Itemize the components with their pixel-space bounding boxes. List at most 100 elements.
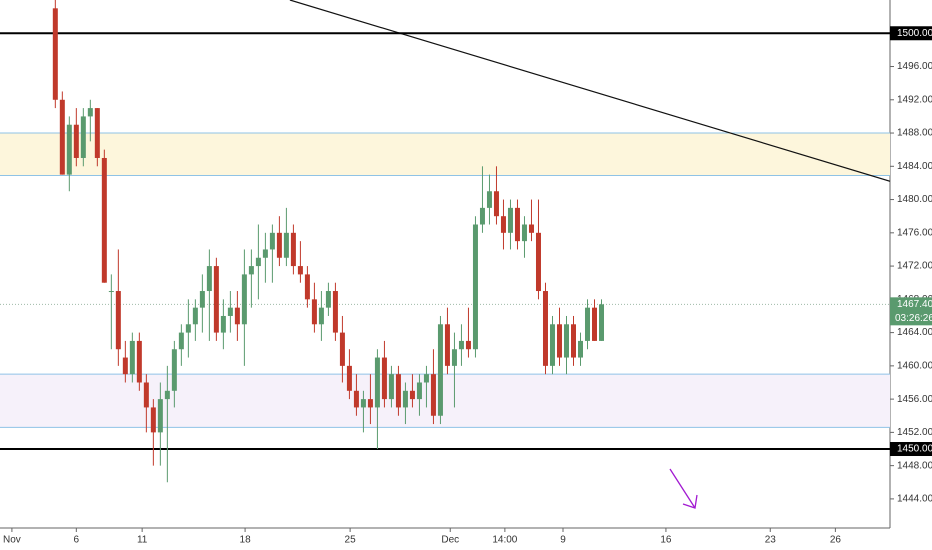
candle-body bbox=[143, 382, 149, 408]
candle-body bbox=[248, 266, 254, 275]
candle-body bbox=[409, 390, 415, 400]
y-tick-label: 1444.00 bbox=[897, 494, 932, 505]
candle-body bbox=[465, 340, 471, 350]
candle-body bbox=[241, 274, 247, 325]
candle-body bbox=[66, 124, 72, 175]
candle-body bbox=[381, 357, 387, 400]
y-tick-label: 1452.00 bbox=[897, 427, 932, 438]
candle-body bbox=[584, 307, 590, 341]
candle-body bbox=[276, 232, 282, 258]
y-tick-label: 1492.00 bbox=[897, 94, 932, 105]
candle-body bbox=[507, 207, 513, 233]
x-tick-label: 25 bbox=[345, 535, 357, 546]
candle-body bbox=[269, 232, 275, 250]
level-label-box bbox=[890, 26, 932, 41]
candle-body bbox=[346, 365, 352, 391]
candle-body bbox=[150, 407, 156, 433]
x-tick-label: 23 bbox=[765, 535, 777, 546]
candle-body bbox=[94, 108, 100, 158]
candle-body bbox=[521, 224, 527, 242]
y-tick-label: 1456.00 bbox=[897, 394, 932, 405]
candle-body bbox=[101, 157, 107, 283]
x-tick-label: Dec bbox=[441, 535, 459, 546]
level-label: 1450.00 bbox=[897, 444, 932, 455]
candle-body bbox=[87, 108, 93, 117]
y-tick-label: 1480.00 bbox=[897, 194, 932, 205]
candle-body bbox=[185, 324, 191, 333]
candle-body bbox=[122, 357, 128, 375]
candle-body bbox=[479, 207, 485, 225]
candle-body bbox=[444, 324, 450, 366]
candle-body bbox=[255, 257, 261, 267]
x-tick-label: 9 bbox=[560, 535, 566, 546]
candle-body bbox=[486, 191, 492, 208]
candle-body bbox=[129, 340, 135, 375]
candle-body bbox=[325, 291, 331, 308]
candle-body bbox=[220, 315, 226, 333]
x-tick-label: 14:00 bbox=[492, 535, 517, 546]
trendline bbox=[289, 0, 891, 182]
x-tick-label: 16 bbox=[660, 535, 672, 546]
candle-body bbox=[514, 207, 520, 242]
y-tick-label: 1472.00 bbox=[897, 261, 932, 272]
candle-body bbox=[451, 349, 457, 366]
candle-body bbox=[178, 332, 184, 350]
candle-body bbox=[437, 324, 443, 416]
candle-body bbox=[395, 374, 401, 408]
candle-body bbox=[458, 340, 464, 350]
y-tick-label: 1448.00 bbox=[897, 460, 932, 471]
candle-body bbox=[192, 307, 198, 325]
x-tick-label: 26 bbox=[830, 535, 842, 546]
x-tick-label: 11 bbox=[137, 535, 148, 546]
candle-body bbox=[318, 307, 324, 325]
candle-body bbox=[360, 399, 366, 408]
y-tick-label: 1464.00 bbox=[897, 327, 932, 338]
candle-body bbox=[206, 266, 212, 292]
candle-body bbox=[339, 332, 345, 366]
candle-body bbox=[592, 307, 598, 341]
candle-body bbox=[234, 307, 240, 325]
candle-body bbox=[430, 374, 436, 416]
x-tick-label: 18 bbox=[240, 535, 252, 546]
candle-body bbox=[549, 324, 555, 366]
y-tick-label: 1484.00 bbox=[897, 161, 932, 172]
candle-body bbox=[283, 232, 289, 258]
candle-body bbox=[528, 224, 534, 233]
candle-body bbox=[367, 399, 373, 408]
candle-body bbox=[388, 374, 394, 400]
candle-body bbox=[290, 232, 296, 267]
y-tick-label: 1488.00 bbox=[897, 128, 932, 139]
candle-body bbox=[164, 390, 170, 400]
last-price-box bbox=[890, 297, 932, 326]
level-label: 1500.00 bbox=[897, 28, 932, 39]
x-tick-label: Nov bbox=[3, 535, 21, 546]
candle-body bbox=[416, 382, 422, 400]
zone bbox=[0, 133, 890, 176]
candle-body bbox=[157, 399, 163, 433]
candle-body bbox=[353, 390, 359, 408]
candle-body bbox=[52, 8, 58, 100]
candle-body bbox=[80, 116, 86, 158]
candle-body bbox=[115, 291, 121, 350]
x-tick-label: 6 bbox=[74, 535, 80, 546]
candle-body bbox=[402, 390, 408, 408]
candle-body bbox=[577, 340, 583, 358]
candle-body bbox=[570, 324, 576, 358]
candle-body bbox=[59, 99, 65, 175]
level-label-box bbox=[890, 442, 932, 457]
candle-body bbox=[423, 374, 429, 383]
candle-body bbox=[599, 304, 605, 341]
candle-body bbox=[262, 249, 268, 258]
candle-body bbox=[500, 216, 506, 233]
candle-body bbox=[374, 357, 380, 408]
y-tick-label: 1496.00 bbox=[897, 61, 932, 72]
y-tick-label: 1460.00 bbox=[897, 360, 932, 371]
candle-body bbox=[171, 349, 177, 391]
candle-body bbox=[535, 232, 541, 292]
candle-body bbox=[563, 324, 569, 358]
candle-body bbox=[493, 191, 499, 217]
zone bbox=[0, 374, 890, 428]
candle-body bbox=[297, 266, 303, 275]
countdown: 03:26:26 bbox=[895, 313, 932, 324]
